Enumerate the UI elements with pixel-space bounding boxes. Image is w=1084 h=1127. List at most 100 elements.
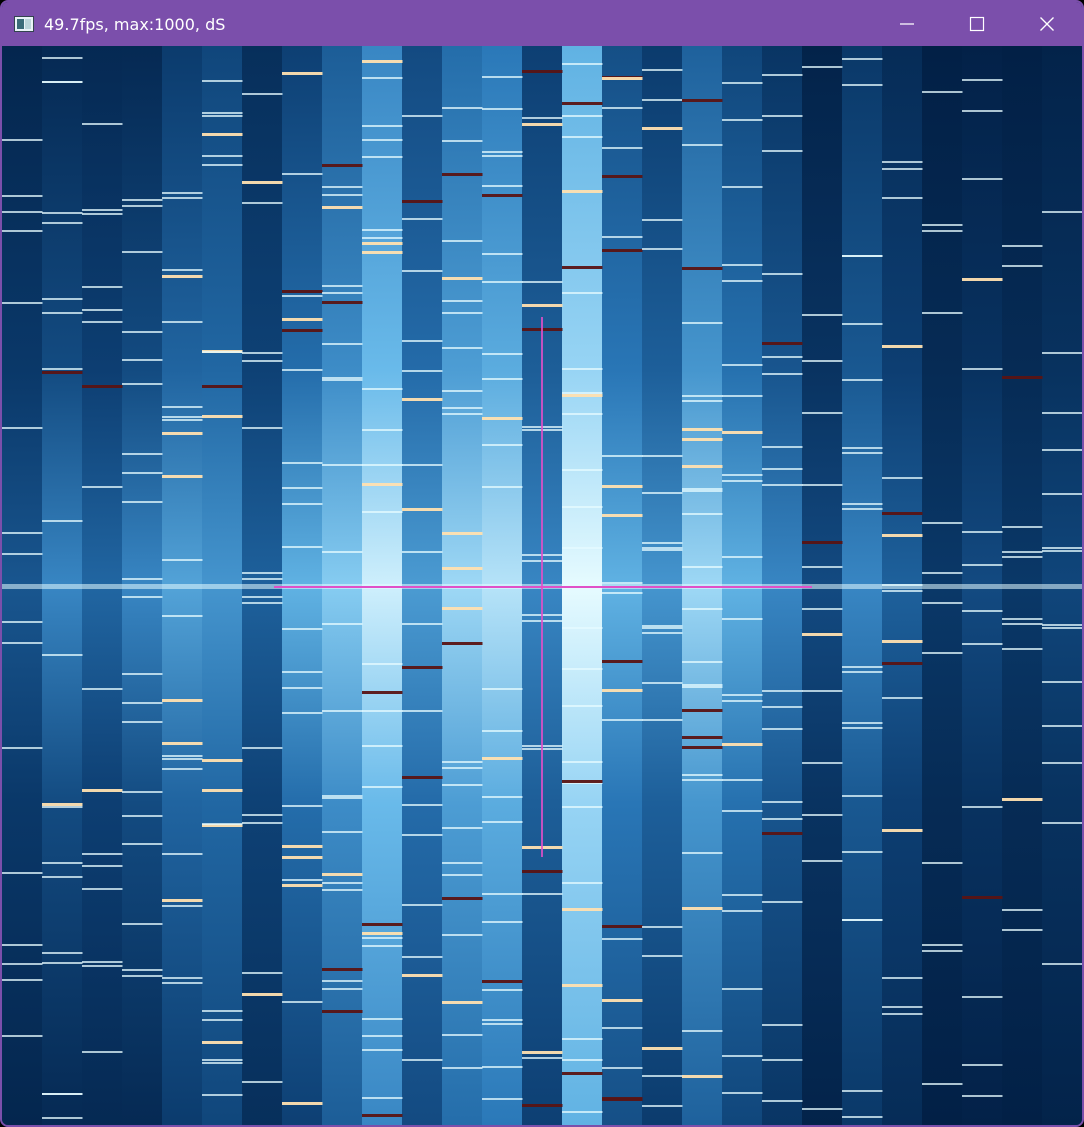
- intensity-streak: [442, 532, 483, 535]
- intensity-streak: [962, 531, 1003, 533]
- intensity-streak: [762, 356, 803, 358]
- intensity-streak: [562, 102, 603, 105]
- intensity-streak: [522, 870, 563, 873]
- intensity-streak: [322, 301, 363, 304]
- intensity-streak: [562, 984, 603, 987]
- intensity-streak: [202, 155, 243, 157]
- minimize-button[interactable]: [872, 2, 942, 46]
- intensity-streak: [562, 761, 603, 763]
- intensity-streak: [682, 428, 723, 431]
- intensity-streak: [242, 360, 283, 362]
- intensity-streak: [722, 700, 763, 702]
- intensity-streak: [842, 84, 883, 86]
- intensity-streak: [2, 944, 43, 946]
- intensity-streak: [282, 805, 323, 807]
- intensity-streak: [562, 136, 603, 138]
- intensity-streak: [362, 932, 403, 935]
- intensity-streak: [682, 774, 723, 776]
- intensity-streak: [1002, 798, 1043, 801]
- intensity-streak: [402, 115, 443, 117]
- intensity-streak: [442, 862, 483, 864]
- intensity-streak: [562, 392, 603, 394]
- close-button[interactable]: [1012, 2, 1082, 46]
- intensity-streak: [122, 923, 163, 925]
- intensity-streak: [722, 264, 763, 266]
- intensity-streak: [42, 298, 83, 300]
- intensity-streak: [362, 251, 403, 254]
- app-window-icon: [14, 16, 34, 32]
- intensity-streak: [202, 115, 243, 117]
- visualization-canvas[interactable]: [2, 46, 1082, 1125]
- intensity-streak: [602, 719, 643, 721]
- intensity-streak: [1002, 556, 1043, 558]
- intensity-streak: [642, 542, 683, 544]
- intensity-streak: [562, 190, 603, 193]
- intensity-streak: [642, 248, 683, 250]
- intensity-streak: [322, 186, 363, 188]
- intensity-streak: [402, 270, 443, 272]
- intensity-streak: [442, 300, 483, 302]
- intensity-streak: [282, 1102, 323, 1105]
- intensity-streak: [522, 304, 563, 307]
- intensity-streak: [282, 290, 323, 293]
- intensity-streak: [722, 694, 763, 696]
- intensity-streak: [722, 480, 763, 482]
- intensity-streak: [122, 501, 163, 503]
- intensity-streak: [482, 1098, 523, 1100]
- intensity-streak: [42, 371, 83, 374]
- intensity-streak: [82, 789, 123, 792]
- intensity-streak: [482, 417, 523, 420]
- intensity-streak: [762, 832, 803, 835]
- intensity-streak: [482, 1023, 523, 1025]
- intensity-streak: [682, 736, 723, 739]
- intensity-streak: [442, 767, 483, 769]
- intensity-streak: [42, 212, 83, 214]
- intensity-streak: [242, 814, 283, 816]
- intensity-streak: [82, 321, 123, 323]
- intensity-streak: [722, 82, 763, 84]
- intensity-streak: [122, 843, 163, 845]
- intensity-streak: [82, 123, 123, 125]
- intensity-streak: [762, 468, 803, 470]
- intensity-streak: [162, 419, 203, 421]
- title-bar[interactable]: 49.7fps, max:1000, dS: [2, 2, 1082, 46]
- intensity-streak: [242, 181, 283, 184]
- intensity-streak: [322, 343, 363, 345]
- intensity-streak: [322, 831, 363, 833]
- intensity-streak: [322, 797, 363, 799]
- intensity-streak: [522, 1057, 563, 1059]
- intensity-streak: [882, 161, 923, 163]
- intensity-streak: [162, 982, 203, 984]
- intensity-streak: [522, 1104, 563, 1107]
- intensity-streak: [682, 1075, 723, 1078]
- intensity-streak: [682, 144, 723, 146]
- intensity-streak: [602, 485, 643, 488]
- intensity-streak: [722, 280, 763, 282]
- intensity-streak: [122, 472, 163, 474]
- intensity-streak: [162, 905, 203, 907]
- intensity-streak: [482, 989, 523, 991]
- intensity-streak: [882, 1006, 923, 1008]
- intensity-streak: [282, 173, 323, 175]
- intensity-streak: [322, 968, 363, 971]
- intensity-streak: [242, 572, 283, 574]
- intensity-streak: [362, 745, 403, 747]
- intensity-streak: [2, 230, 43, 232]
- intensity-streak: [122, 331, 163, 333]
- intensity-streak: [282, 546, 323, 548]
- intensity-streak: [362, 511, 403, 513]
- intensity-streak: [922, 944, 963, 946]
- intensity-streak: [802, 66, 843, 68]
- intensity-streak: [482, 444, 523, 446]
- intensity-streak: [842, 323, 883, 325]
- intensity-streak: [122, 359, 163, 361]
- intensity-streak: [682, 746, 723, 749]
- intensity-streak: [2, 642, 43, 644]
- intensity-streak: [642, 955, 683, 957]
- intensity-streak: [162, 755, 203, 757]
- intensity-streak: [642, 682, 683, 684]
- maximize-button[interactable]: [942, 2, 1012, 46]
- intensity-streak: [362, 1049, 403, 1051]
- intensity-streak: [882, 590, 923, 592]
